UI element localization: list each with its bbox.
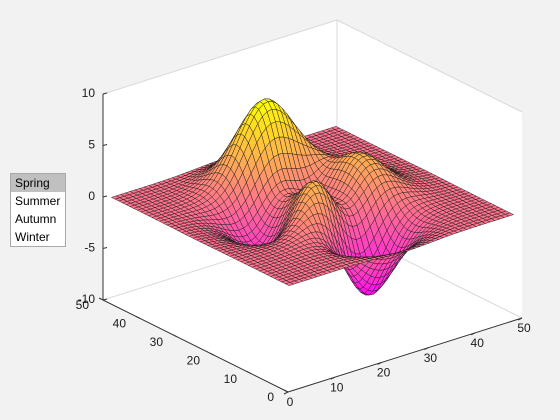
x-tick-mark	[517, 317, 523, 321]
floor-pane	[103, 226, 522, 392]
x-tick-mark	[283, 391, 289, 395]
x-tick-label: 50	[517, 321, 531, 335]
z-tick-label: 5	[88, 138, 95, 152]
y-tick-label: 40	[113, 317, 127, 331]
z-tick-mark	[102, 247, 108, 249]
y-tick-label: 50	[76, 298, 90, 312]
x-tick-mark	[377, 361, 382, 365]
z-tick-label: -5	[84, 241, 95, 255]
y-tick-mark	[172, 334, 178, 338]
y-tick-label: 30	[150, 335, 164, 349]
z-tick-label: 0	[88, 189, 95, 203]
y-tick-mark	[209, 352, 215, 356]
listbox-item-summer[interactable]: Summer	[15, 194, 61, 208]
y-tick-mark	[283, 389, 289, 393]
x-tick-mark	[424, 347, 429, 351]
y-tick-label: 20	[187, 353, 201, 367]
x-tick-mark	[330, 376, 336, 380]
y-tick-mark	[135, 315, 141, 319]
y-tick-mark	[98, 297, 104, 301]
season-listbox[interactable]: Spring Summer Autumn Winter	[10, 173, 66, 247]
z-tick-mark	[102, 92, 108, 95]
x-tick-label: 40	[471, 336, 485, 350]
surface-patch	[285, 282, 294, 286]
x-tick-label: 30	[424, 351, 438, 365]
surface-mesh	[111, 98, 514, 296]
listbox-item-winter[interactable]: Winter	[15, 230, 50, 244]
z-tick-label: 10	[82, 86, 96, 100]
x-tick-label: 0	[287, 395, 294, 409]
z-tick-mark	[102, 195, 108, 198]
ceiling-pane	[103, 20, 522, 186]
x-tick-label: 10	[330, 380, 344, 394]
y-tick-label: 0	[267, 390, 274, 404]
z-tick-mark	[102, 144, 108, 146]
y-tick-mark	[246, 371, 252, 375]
x-tick-label: 20	[377, 366, 391, 380]
x-tick-mark	[470, 332, 476, 336]
listbox-item-spring[interactable]: Spring	[11, 174, 65, 192]
z-tick-mark	[102, 298, 108, 301]
listbox-item-autumn[interactable]: Autumn	[15, 212, 57, 226]
z-tick-label: -10	[78, 292, 96, 306]
y-tick-label: 10	[224, 372, 238, 386]
